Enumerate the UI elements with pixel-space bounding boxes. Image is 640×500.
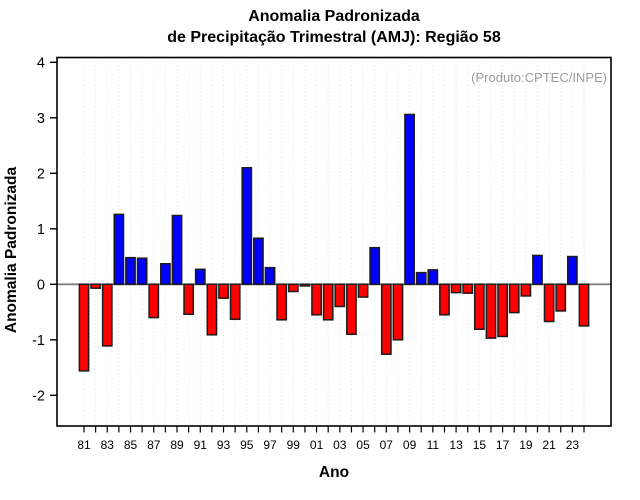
bar-2002	[322, 283, 334, 321]
bar-2017	[497, 283, 509, 338]
bar-2007	[380, 283, 392, 355]
bar-1982	[90, 283, 102, 289]
x-tick-label-1995: 95	[240, 438, 254, 452]
x-tick-label-2021: 21	[542, 438, 556, 452]
bar-1983	[101, 283, 113, 347]
source-annotation: (Produto:CPTEC/INPE)	[471, 70, 607, 85]
y-tick-label-1: 1	[37, 222, 45, 238]
x-axis-label: Ano	[318, 464, 350, 481]
bar-1993	[218, 283, 229, 299]
x-tick-label-2007: 07	[380, 438, 394, 452]
bar-1990	[183, 283, 195, 316]
y-tick-label--1: -1	[32, 333, 45, 349]
bar-1996	[253, 237, 264, 286]
bar-2003	[334, 283, 346, 308]
bar-2023	[566, 255, 578, 286]
bar-1986	[136, 257, 148, 286]
bar-1997	[264, 266, 276, 286]
y-tick-label-2: 2	[37, 166, 45, 182]
bar-2010	[415, 271, 427, 286]
bar-1992	[206, 283, 218, 336]
bar-2024	[578, 283, 590, 327]
y-tick-label--2: -2	[32, 388, 45, 404]
x-tick-label-2001: 01	[310, 438, 324, 452]
x-tick-label-2017: 17	[496, 438, 510, 452]
plot-border	[56, 56, 612, 427]
bar-2008	[392, 283, 404, 341]
bar-2012	[439, 283, 450, 316]
bar-2020	[532, 254, 543, 286]
chart-title-line2: de Precipitação Trimestral (AMJ): Região…	[167, 29, 501, 46]
bar-2004	[346, 283, 357, 335]
bar-2019	[520, 283, 532, 297]
bar-2001	[311, 283, 322, 316]
x-tick-label-1993: 93	[217, 438, 231, 452]
x-tick-label-2023: 23	[566, 438, 580, 452]
bar-2011	[427, 269, 439, 286]
bar-1995	[241, 167, 253, 286]
y-tick-label-4: 4	[37, 55, 45, 71]
x-tick-label-2019: 19	[519, 438, 533, 452]
x-tick-label-2013: 13	[449, 438, 463, 452]
y-tick-label-0: 0	[37, 277, 45, 293]
bar-1999	[287, 283, 299, 293]
bar-1988	[160, 263, 171, 286]
x-tick-label-2011: 11	[427, 438, 440, 452]
bar-1998	[276, 283, 288, 321]
bar-1985	[125, 256, 136, 286]
bar-1994	[229, 283, 241, 321]
x-tick-label-1985: 85	[124, 438, 138, 452]
x-tick-label-1999: 99	[287, 438, 301, 452]
bar-2013	[450, 283, 462, 294]
bar-1991	[194, 268, 206, 286]
bar-2021	[543, 283, 555, 323]
x-tick-label-2005: 05	[356, 438, 370, 452]
bar-1984	[113, 213, 125, 286]
bar-2009	[404, 113, 415, 286]
chart-title: Anomalia Padronizada de Precipitação Tri…	[57, 6, 611, 48]
bar-2016	[485, 283, 497, 339]
bar-1987	[148, 283, 160, 319]
bar-2022	[555, 283, 567, 312]
bar-1989	[171, 214, 183, 286]
x-tick-label-1991: 91	[194, 438, 208, 452]
bar-2018	[508, 283, 520, 314]
bar-2014	[462, 283, 474, 294]
bar-2015	[473, 283, 485, 331]
x-tick-label-1981: 81	[77, 438, 91, 452]
x-tick-label-1983: 83	[101, 438, 115, 452]
y-tick-label-3: 3	[37, 111, 45, 127]
x-tick-label-1989: 89	[170, 438, 184, 452]
chart-title-line1: Anomalia Padronizada	[248, 8, 420, 25]
x-tick-label-1997: 97	[263, 438, 277, 452]
x-tick-label-1987: 87	[147, 438, 161, 452]
x-tick-label-2015: 15	[473, 438, 487, 452]
bar-2006	[369, 246, 381, 286]
bar-1981	[78, 283, 90, 372]
bar-2000	[299, 283, 311, 287]
bar-2005	[357, 283, 369, 298]
x-tick-label-2009: 09	[403, 438, 417, 452]
x-tick-label-2003: 03	[333, 438, 347, 452]
